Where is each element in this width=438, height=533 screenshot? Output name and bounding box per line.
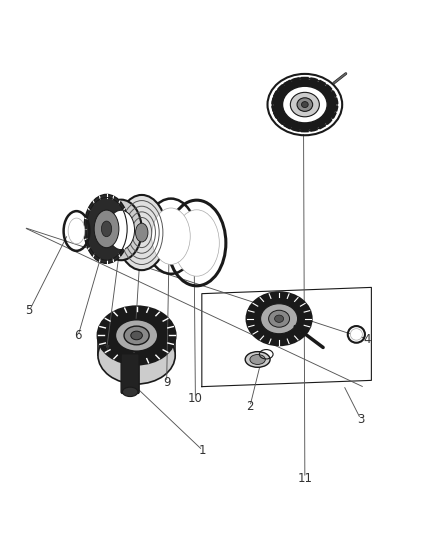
Ellipse shape [115,320,158,351]
Ellipse shape [124,326,149,345]
Ellipse shape [275,315,283,322]
Ellipse shape [261,304,297,334]
Ellipse shape [101,221,112,237]
Ellipse shape [301,102,308,108]
Ellipse shape [123,387,138,397]
Ellipse shape [268,310,290,327]
Ellipse shape [247,293,311,345]
FancyBboxPatch shape [121,354,139,393]
Ellipse shape [117,195,166,270]
Text: 3: 3 [357,413,364,425]
Ellipse shape [68,218,85,244]
Ellipse shape [98,327,175,384]
Text: 5: 5 [25,304,33,317]
Ellipse shape [94,210,119,248]
Ellipse shape [98,306,175,364]
Ellipse shape [272,78,337,131]
Ellipse shape [283,86,327,123]
Text: 7: 7 [103,344,110,357]
Ellipse shape [350,329,362,340]
Ellipse shape [250,354,265,365]
Ellipse shape [101,200,142,260]
Ellipse shape [84,195,129,263]
Ellipse shape [245,352,270,367]
Ellipse shape [135,223,148,242]
Text: 2: 2 [246,400,254,413]
Ellipse shape [108,210,134,249]
Text: 8: 8 [130,360,137,373]
Text: 1: 1 [199,444,206,457]
Ellipse shape [152,208,190,264]
Text: 10: 10 [188,392,203,405]
Ellipse shape [297,98,313,111]
Text: 11: 11 [297,472,312,484]
Text: 6: 6 [74,329,82,342]
Text: 9: 9 [163,376,170,389]
Ellipse shape [290,92,319,117]
Text: 4: 4 [364,333,371,346]
Ellipse shape [131,331,142,340]
Ellipse shape [174,210,219,276]
